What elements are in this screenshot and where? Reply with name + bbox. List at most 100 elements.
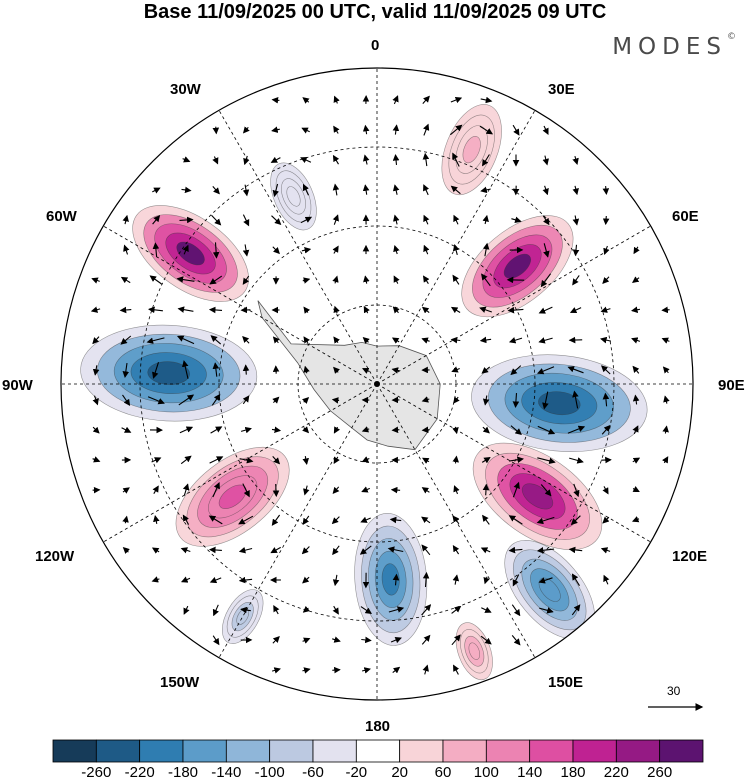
- wind-vector: [363, 275, 370, 284]
- wind-vector: [360, 606, 373, 615]
- wind-vector: [149, 275, 162, 285]
- wind-vector: [661, 306, 670, 314]
- wind-vector: [302, 397, 310, 404]
- wind-vector: [242, 483, 250, 498]
- meridian-line: [103, 225, 378, 385]
- wind-vector: [238, 515, 254, 525]
- wind-vector: [272, 396, 280, 404]
- wind-vector: [242, 244, 250, 257]
- wind-vector: [536, 516, 555, 525]
- wind-vector: [479, 306, 492, 313]
- wind-vector: [182, 514, 190, 525]
- wind-vector: [390, 637, 402, 644]
- brand-name: MODES: [612, 34, 727, 60]
- wind-vector: [209, 275, 223, 285]
- map-title: Base 11/09/2025 00 UTC, valid 11/09/2025…: [143, 1, 607, 23]
- wind-vector: [633, 246, 640, 255]
- wind-vector: [511, 604, 521, 617]
- wind-vector: [480, 96, 493, 104]
- wind-vector: [601, 365, 611, 375]
- meridian-line: [218, 110, 378, 385]
- field-contour: [538, 391, 581, 416]
- wind-vector: [332, 154, 340, 165]
- wind-vector: [482, 514, 490, 525]
- wind-vector: [482, 483, 490, 496]
- wind-vector: [481, 457, 491, 464]
- colorbar-tick-label: -260: [81, 764, 112, 781]
- wind-vector: [450, 336, 461, 344]
- wind-vector: [572, 185, 579, 196]
- wind-vector: [122, 214, 129, 225]
- wind-vector: [453, 485, 460, 495]
- colorbar-tick-label: -60: [302, 764, 324, 781]
- wind-vector: [209, 456, 224, 464]
- wind-vector: [302, 97, 310, 104]
- wind-vector: [421, 337, 430, 344]
- wind-vector: [333, 456, 340, 465]
- field-contour: [462, 136, 481, 164]
- wind-vector: [361, 667, 371, 674]
- wind-vector: [152, 215, 161, 225]
- wind-vector: [603, 574, 610, 585]
- wind-vector: [452, 544, 460, 555]
- colorbar-bin: [615, 739, 661, 763]
- wind-vector: [272, 483, 280, 498]
- wind-vector: [512, 574, 520, 587]
- colorbar-tick-label: 100: [473, 764, 499, 781]
- wind-vector: [571, 573, 580, 586]
- wind-vector: [332, 183, 340, 196]
- wind-vector: [238, 576, 253, 584]
- wind-vector: [122, 515, 129, 524]
- wind-vector: [272, 636, 280, 644]
- wind-vector: [300, 157, 312, 164]
- wind-vector: [572, 155, 579, 165]
- wind-vector: [537, 457, 556, 465]
- wind-vector: [332, 245, 339, 254]
- wind-vector: [210, 335, 222, 345]
- wind-vector: [303, 485, 310, 496]
- colorbar-tick-label: 180: [560, 764, 586, 781]
- wind-vector: [303, 306, 311, 314]
- wind-vector: [242, 395, 250, 405]
- wind-vector: [601, 424, 611, 435]
- wind-vector: [183, 605, 190, 615]
- wind-vector: [602, 276, 610, 285]
- wind-vector: [120, 335, 132, 345]
- wind-vector: [602, 215, 610, 226]
- wind-vector: [452, 574, 460, 585]
- wind-vector: [482, 426, 490, 434]
- wind-vector: [92, 395, 99, 406]
- colorbar-tick-label: 220: [603, 764, 629, 781]
- wind-vector: [240, 426, 252, 434]
- meridian-line: [376, 383, 651, 543]
- wind-vector: [361, 636, 372, 644]
- lon-label-60w: 60W: [46, 208, 77, 225]
- wind-vector: [480, 635, 492, 645]
- wind-vector: [538, 337, 553, 344]
- wind-vector: [573, 483, 580, 498]
- wind-vector: [662, 425, 669, 434]
- colorbar-tick-label: 20: [391, 764, 409, 781]
- wind-vector: [481, 606, 492, 613]
- wind-vector: [332, 605, 339, 615]
- wind-vector: [182, 483, 190, 496]
- wind-vector: [212, 635, 220, 646]
- wind-vector: [302, 515, 310, 526]
- wind-vector: [362, 336, 370, 344]
- wind-vector: [176, 276, 195, 283]
- wind-vector: [537, 425, 556, 435]
- wind-vector: [508, 515, 523, 525]
- wind-vector: [333, 125, 340, 134]
- wind-vector: [572, 215, 580, 226]
- wind-vector: [212, 481, 220, 498]
- wind-vector: [421, 487, 430, 494]
- wind-vector: [302, 637, 311, 644]
- wind-vector: [507, 306, 524, 314]
- wind-vector: [603, 245, 610, 256]
- wind-vector: [302, 456, 309, 465]
- wind-vector: [362, 184, 370, 195]
- wind-vector: [362, 367, 370, 374]
- wind-vector: [422, 457, 430, 464]
- wind-vector: [631, 306, 640, 313]
- wind-vector: [151, 576, 160, 583]
